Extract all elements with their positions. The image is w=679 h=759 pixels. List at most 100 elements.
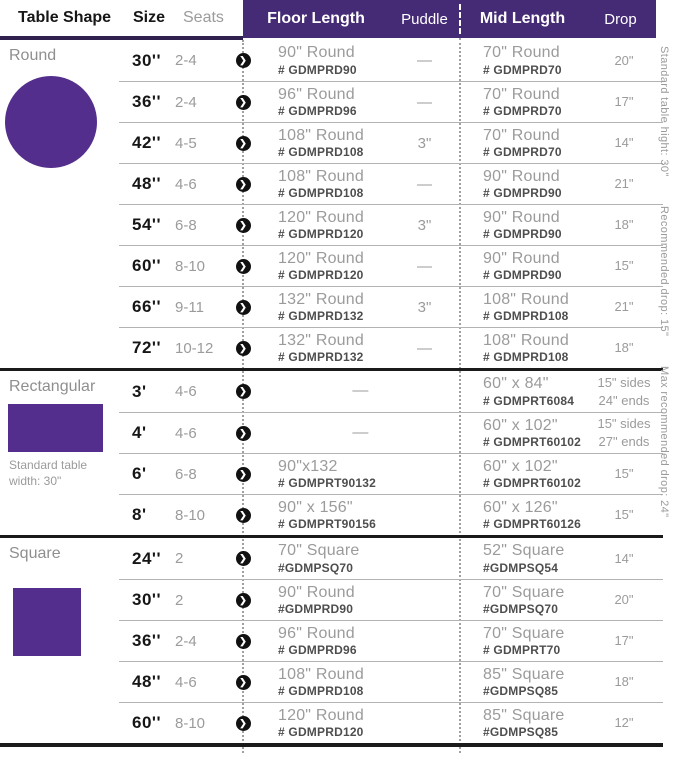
mid-length-code: # GDMPRD108	[483, 350, 569, 364]
floor-length-code: # GDMPRD96	[278, 104, 357, 118]
mid-length-value: 70" Round	[483, 44, 560, 62]
row-size: 4'	[132, 423, 147, 442]
purple-header-band: Floor Length Puddle Mid Length Drop	[243, 0, 656, 38]
mid-length-value: 85" Square	[483, 706, 565, 724]
drop-cell: 20"	[614, 592, 634, 608]
mid-length-code: #GDMPSQ85	[483, 725, 559, 739]
mid-length-cell: 108" Round # GDMPRD108	[460, 291, 585, 324]
chevron-right-icon: ❯	[235, 176, 251, 192]
mid-length-cell: 90" Round # GDMPRD90	[460, 168, 585, 201]
table-row: 4' 4-6 ❯ — 60" x 102" # GDMPRT60102 15" sides …	[119, 412, 663, 453]
section-round: Round 30'' 2-4 ❯ 90" Round # GDMPRD90—70" Rou…	[0, 40, 663, 368]
mid-length-code: # GDMPRT70	[483, 643, 561, 657]
drop-cell: 14"	[614, 135, 634, 151]
floor-length-code: # GDMPRD96	[278, 643, 357, 657]
row-size: 60''	[132, 713, 161, 732]
row-seats: 6-8	[175, 465, 197, 483]
arrow-cell: ❯	[225, 299, 261, 315]
chevron-right-icon: ❯	[235, 425, 251, 441]
arrow-cell: ❯	[225, 551, 261, 566]
table-row: 6' 6-8 ❯ 90"x132 # GDMPRT90132 60" x 102" # GD…	[119, 453, 663, 494]
puddle-cell: 3"	[417, 134, 432, 152]
floor-length-value: 108" Round	[278, 167, 364, 185]
chevron-right-icon: ❯	[235, 551, 251, 566]
mid-length-value: 60" x 84"	[483, 375, 549, 393]
chevron-right-icon: ❯	[235, 258, 251, 274]
table-body: Round 30'' 2-4 ❯ 90" Round # GDMPRD90—70" Rou…	[0, 40, 663, 747]
mid-length-code: # GDMPRD70	[483, 62, 562, 77]
shape-cell: Round	[0, 40, 119, 368]
arrow-cell: ❯	[225, 715, 261, 731]
mid-length-value: 52" Square	[483, 542, 565, 560]
drop-cell: 15"	[614, 466, 634, 482]
mid-length-value: 90" Round	[483, 249, 560, 267]
drop-cell: 15"	[614, 507, 634, 523]
floor-length-code: # GDMPRD108	[278, 684, 364, 698]
mid-length-cell: 60" x 102" # GDMPRT60102	[460, 417, 585, 450]
row-size: 48''	[132, 174, 161, 193]
row-size: 36''	[132, 92, 161, 111]
floor-length-code: # GDMPRD108	[278, 145, 364, 159]
puddle-cell: —	[417, 52, 432, 69]
mid-length-value: 108" Round	[483, 290, 569, 308]
mid-length-cell: 85" Square #GDMPSQ85	[460, 666, 585, 699]
arrow-cell: ❯	[225, 340, 261, 356]
arrow-cell: ❯	[225, 592, 261, 608]
floor-length-cell: 90" x 156" # GDMPRT90156	[261, 499, 389, 532]
floor-length-code: # GDMPRD120	[278, 725, 364, 739]
arrow-cell: ❯	[225, 217, 261, 233]
floor-length-value: 132" Round	[278, 331, 364, 349]
chevron-right-icon: ❯	[235, 384, 251, 399]
mid-length-cell: 60" x 126" # GDMPRT60126	[460, 499, 585, 532]
row-seats: 2-4	[175, 93, 197, 111]
mid-length-cell: 85" Square #GDMPSQ85	[460, 707, 585, 740]
left-header-row: Table Shape Size Seats	[0, 0, 243, 40]
row-seats: 8-10	[175, 506, 206, 524]
arrow-cell: ❯	[225, 507, 261, 523]
mid-length-code: # GDMPRD70	[483, 104, 562, 118]
row-size: 3'	[132, 381, 147, 401]
floor-length-value: —	[352, 423, 369, 441]
section-rectangular: Rectangular Standard table width: 30" 3' 4-…	[0, 368, 663, 535]
arrow-cell: ❯	[225, 384, 261, 399]
chevron-right-icon: ❯	[235, 94, 251, 110]
floor-length-cell: 70" Square #GDMPSQ70	[261, 542, 389, 575]
mid-length-cell: 70" Round # GDMPRD70	[460, 86, 585, 119]
column-header-size: Size	[133, 9, 166, 26]
row-seats: 8-10	[175, 257, 206, 275]
mid-length-code: # GDMPRD108	[483, 309, 569, 323]
floor-length-code: # GDMPRD120	[278, 268, 364, 282]
arrow-cell: ❯	[225, 135, 261, 151]
floor-length-value: 108" Round	[278, 665, 364, 683]
floor-length-value: —	[352, 382, 369, 400]
mid-length-cell: 60" x 84" # GDMPRT6084	[460, 375, 585, 408]
mid-length-cell: 90" Round # GDMPRD90	[460, 250, 585, 283]
floor-length-cell: 120" Round # GDMPRD120	[261, 209, 389, 242]
mid-length-code: # GDMPRD90	[483, 186, 562, 200]
mid-length-value: 70" Square	[483, 624, 565, 642]
mid-length-value: 60" x 126"	[483, 498, 558, 516]
mid-length-code: # GDMPRT60102	[483, 435, 581, 449]
floor-length-cell: —	[261, 382, 460, 400]
mid-length-code: # GDMPRT60126	[483, 517, 581, 531]
table-row: 24'' 2 ❯ 70" Square #GDMPSQ70 52" Square #GDMP…	[119, 538, 663, 579]
table-row: 48'' 4-6 ❯ 108" Round # GDMPRD108 85" Square #…	[119, 661, 663, 702]
table-row: 30'' 2-4 ❯ 90" Round # GDMPRD90—70" Round # G…	[119, 40, 663, 81]
floor-length-value: 70" Square	[278, 542, 360, 560]
puddle-cell: 3"	[417, 216, 432, 234]
floor-length-cell: 108" Round # GDMPRD108	[261, 168, 389, 201]
table-row: 8' 8-10 ❯ 90" x 156" # GDMPRT90156 60" x 126"…	[119, 494, 663, 535]
floor-length-code: # GDMPRD120	[278, 227, 364, 241]
drop-cell: 18"	[614, 217, 634, 233]
mid-length-value: 90" Round	[483, 208, 560, 226]
table-row: 30'' 2 ❯ 90" Round #GDMPRD90 70" Square #GDMPS…	[119, 579, 663, 620]
row-seats: 4-6	[175, 673, 197, 691]
mid-length-code: # GDMPRD90	[483, 227, 562, 241]
drop-cell: 14"	[614, 550, 634, 566]
drop-cell: 12"	[614, 715, 634, 731]
drop-cell: 21"	[614, 176, 634, 192]
circle-shape	[5, 76, 97, 168]
arrow-cell: ❯	[225, 466, 261, 482]
row-size: 30''	[132, 50, 161, 70]
floor-length-code: # GDMPRD132	[278, 350, 364, 364]
